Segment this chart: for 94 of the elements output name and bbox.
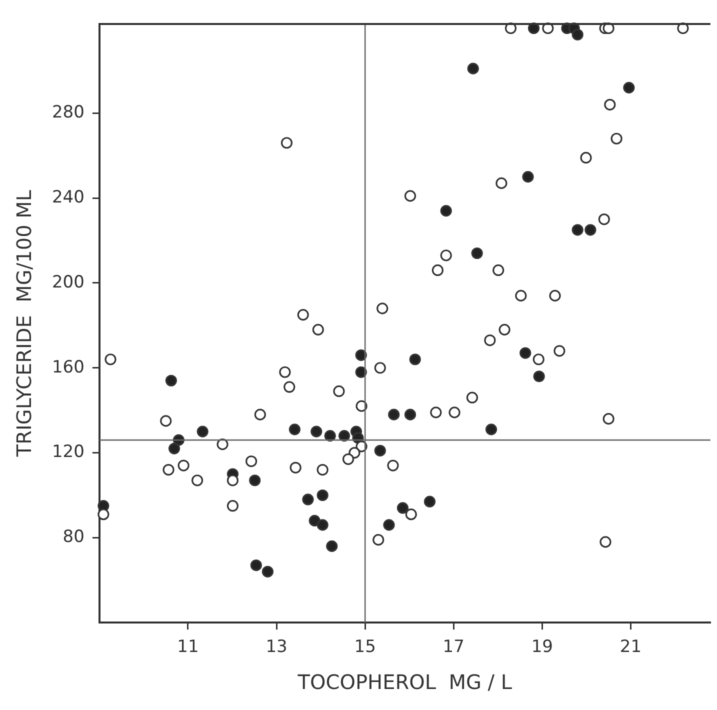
point	[168, 442, 180, 454]
point	[492, 264, 504, 276]
point	[424, 496, 436, 508]
y-tick-label: 120	[52, 442, 84, 462]
point	[467, 62, 479, 74]
x-tick-label: 17	[442, 637, 464, 658]
point	[598, 213, 610, 226]
point	[316, 464, 328, 476]
x-tick-label: 11	[177, 637, 199, 658]
point	[246, 455, 258, 468]
point	[302, 494, 314, 506]
point	[604, 98, 616, 110]
y-tick-label: 80	[62, 527, 84, 548]
point	[466, 392, 478, 404]
point	[290, 462, 302, 474]
point	[610, 132, 622, 144]
y-tick-label: 200	[52, 272, 84, 292]
point	[440, 250, 452, 262]
point	[383, 519, 395, 531]
point	[178, 460, 190, 472]
point	[226, 474, 239, 486]
point	[404, 190, 416, 202]
y-tick-label: 240	[52, 187, 84, 208]
point	[338, 430, 350, 442]
point	[396, 502, 409, 514]
point	[216, 438, 228, 450]
point	[484, 334, 496, 346]
point	[404, 408, 416, 420]
point	[280, 137, 293, 149]
point	[388, 408, 400, 420]
point	[196, 426, 208, 438]
point	[284, 381, 296, 393]
point	[324, 430, 336, 442]
x-tick-label: 19	[531, 637, 553, 658]
point	[580, 152, 592, 164]
point	[554, 345, 566, 357]
y-axis-title: TRIGLYCERIDE MG/100 ML	[12, 189, 36, 458]
point	[226, 500, 239, 512]
point	[160, 415, 172, 427]
point	[250, 559, 262, 572]
point	[316, 519, 328, 531]
point	[376, 302, 388, 314]
point	[342, 453, 354, 465]
point	[104, 354, 116, 366]
point	[279, 366, 291, 378]
point	[572, 224, 584, 236]
point	[288, 424, 300, 436]
point	[374, 362, 386, 374]
point	[409, 354, 421, 366]
point	[254, 408, 266, 420]
point	[515, 290, 527, 302]
x-axis-title: TOCOPHEROL MG / L	[296, 670, 513, 694]
point	[602, 413, 614, 425]
point	[496, 177, 508, 189]
point	[430, 406, 442, 418]
point	[191, 474, 204, 486]
point	[440, 204, 452, 217]
y-tick-label: 280	[52, 102, 84, 123]
point	[310, 426, 322, 438]
point	[471, 247, 483, 260]
point	[532, 354, 544, 366]
x-tick-label: 15	[354, 637, 376, 658]
point	[316, 489, 328, 502]
point	[405, 508, 417, 520]
point	[522, 171, 534, 183]
point	[333, 385, 345, 398]
point	[623, 82, 635, 94]
point	[520, 347, 532, 359]
point	[448, 406, 460, 418]
point	[297, 309, 309, 321]
point	[98, 508, 110, 520]
point	[162, 464, 174, 476]
y-tick-label: 160	[52, 357, 84, 378]
point	[312, 324, 324, 336]
x-tick-label: 13	[266, 637, 288, 658]
point	[372, 534, 384, 546]
point	[485, 424, 498, 436]
point	[600, 536, 612, 548]
point	[549, 290, 561, 302]
point	[326, 540, 338, 552]
point	[387, 460, 399, 472]
point	[584, 224, 596, 236]
point	[356, 400, 368, 412]
point	[432, 264, 444, 276]
point	[249, 474, 261, 486]
point	[262, 566, 274, 578]
point	[498, 324, 510, 336]
point	[355, 366, 367, 378]
point	[165, 374, 177, 386]
point	[355, 349, 367, 361]
point	[374, 444, 386, 456]
x-tick-label: 21	[620, 637, 642, 658]
point	[572, 28, 584, 40]
point	[533, 370, 545, 382]
